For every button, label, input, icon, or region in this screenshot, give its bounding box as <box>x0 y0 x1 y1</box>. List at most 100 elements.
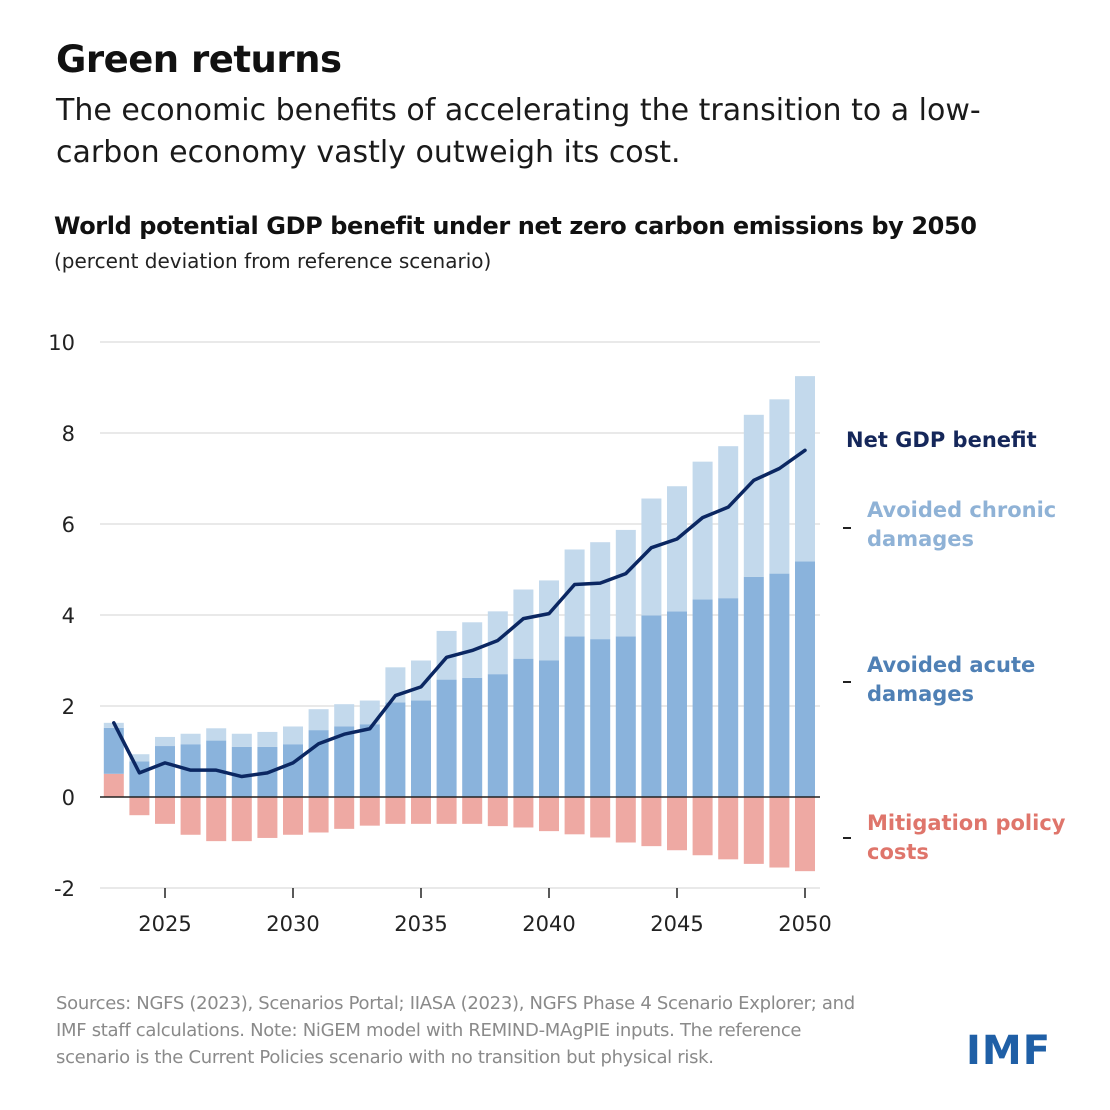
bar-acute-damages <box>795 561 815 797</box>
legend-chronic: Avoided chronic damages <box>867 498 1057 551</box>
bar-chronic-damages <box>769 399 790 574</box>
legend-dash <box>843 527 851 529</box>
bar-chronic-damages <box>487 611 508 675</box>
y-tick-label: 0 <box>62 786 75 810</box>
bar-acute-damages <box>334 726 355 797</box>
bar-chronic-damages <box>743 414 764 577</box>
subheadline: The economic benefits of accelerating th… <box>56 93 981 170</box>
x-tick-label: 2050 <box>778 912 831 936</box>
bar-acute-damages <box>411 700 431 797</box>
bar-acute-damages <box>487 674 508 797</box>
x-tick-label: 2040 <box>522 912 575 936</box>
bar-mitigation-costs <box>155 797 175 824</box>
bar-chronic-damages <box>590 542 611 640</box>
bar-acute-damages <box>231 746 252 797</box>
x-tick-label: 2025 <box>138 912 191 936</box>
bar-mitigation-costs <box>590 797 611 838</box>
bar-acute-damages <box>103 727 124 774</box>
legend-dash <box>843 681 851 683</box>
bar-chronic-damages <box>667 486 687 612</box>
bar-mitigation-costs <box>667 797 687 851</box>
bar-chronic-damages <box>206 728 227 741</box>
bar-mitigation-costs <box>487 797 508 827</box>
bar-mitigation-costs <box>743 797 764 864</box>
bar-chronic-damages <box>411 660 431 701</box>
bar-chronic-damages <box>615 529 636 637</box>
bar-mitigation-costs <box>641 797 662 847</box>
net-gdp-benefit-line <box>112 448 807 779</box>
y-tick-label: 8 <box>62 422 75 446</box>
x-tick-label: 2045 <box>650 912 703 936</box>
bar-mitigation-costs <box>308 797 329 833</box>
bar-chronic-damages <box>436 630 457 680</box>
bar-mitigation-costs <box>206 797 227 842</box>
bar-chronic-damages <box>129 754 150 762</box>
bar-acute-damages <box>385 702 406 797</box>
bar-mitigation-costs <box>564 797 585 835</box>
bar-chronic-damages <box>513 589 534 659</box>
y-tick-label: -2 <box>54 877 75 901</box>
bar-mitigation-costs <box>513 797 534 828</box>
bar-acute-damages <box>436 679 457 797</box>
bar-mitigation-costs <box>283 797 303 835</box>
headline: Green returns <box>56 38 342 81</box>
bar-chronic-damages <box>180 733 201 745</box>
bar-acute-damages <box>692 599 713 797</box>
legend-mitigation: Mitigation policy costs <box>867 811 1066 864</box>
bar-mitigation-costs <box>231 797 252 842</box>
bar-chronic-damages <box>564 549 585 637</box>
bar-acute-damages <box>513 658 534 797</box>
bar-acute-damages <box>743 576 764 797</box>
y-tick-label: 10 <box>48 331 75 355</box>
bar-chronic-damages <box>308 709 329 731</box>
bar-chronic-damages <box>795 376 815 562</box>
legend-acute: Avoided acute damages <box>867 653 1036 706</box>
bar-mitigation-costs <box>539 797 559 832</box>
y-tick-label: 6 <box>62 513 75 537</box>
bar-chronic-damages <box>641 498 662 616</box>
bar-acute-damages <box>769 573 790 797</box>
bar-mitigation-costs <box>692 797 713 856</box>
x-tick-label: 2030 <box>266 912 319 936</box>
bar-acute-damages <box>155 746 175 797</box>
bar-mitigation-costs <box>795 797 815 872</box>
legend-net-benefit: Net GDP benefit <box>846 428 1037 452</box>
bar-mitigation-costs <box>769 797 790 868</box>
y-tick-label: 4 <box>62 604 75 628</box>
bar-mitigation-costs <box>180 797 201 835</box>
chart-title: World potential GDP benefit under net ze… <box>54 212 977 240</box>
bar-mitigation-costs <box>462 797 483 824</box>
bar-mitigation-costs <box>436 797 457 824</box>
bar-acute-damages <box>359 724 380 797</box>
source-note: Sources: NGFS (2023), Scenarios Portal; … <box>56 993 855 1068</box>
bar-acute-damages <box>539 660 559 797</box>
y-tick-label: 2 <box>62 695 75 719</box>
bar-mitigation-costs <box>103 773 124 797</box>
bar-chronic-damages <box>231 733 252 747</box>
bar-acute-damages <box>129 761 150 797</box>
bar-acute-damages <box>283 744 303 797</box>
bar-mitigation-costs <box>359 797 380 826</box>
imf-logo: IMF <box>966 1028 1052 1074</box>
bar-chronic-damages <box>539 580 559 661</box>
bar-chronic-damages <box>718 446 739 599</box>
bar-mitigation-costs <box>411 797 431 824</box>
chart-units: (percent deviation from reference scenar… <box>54 249 492 273</box>
bar-mitigation-costs <box>334 797 355 829</box>
bar-chronic-damages <box>257 731 278 747</box>
bar-acute-damages <box>718 598 739 797</box>
bar-acute-damages <box>564 636 585 797</box>
bar-acute-damages <box>590 639 611 797</box>
bar-chronic-damages <box>334 704 355 727</box>
bar-mitigation-costs <box>718 797 739 860</box>
bar-chronic-damages <box>359 700 380 725</box>
x-tick-label: 2035 <box>394 912 447 936</box>
bar-mitigation-costs <box>615 797 636 843</box>
bar-mitigation-costs <box>257 797 278 838</box>
bar-chronic-damages <box>283 726 303 745</box>
bar-chronic-damages <box>155 736 175 747</box>
bar-mitigation-costs <box>129 797 150 816</box>
bar-acute-damages <box>641 615 662 797</box>
